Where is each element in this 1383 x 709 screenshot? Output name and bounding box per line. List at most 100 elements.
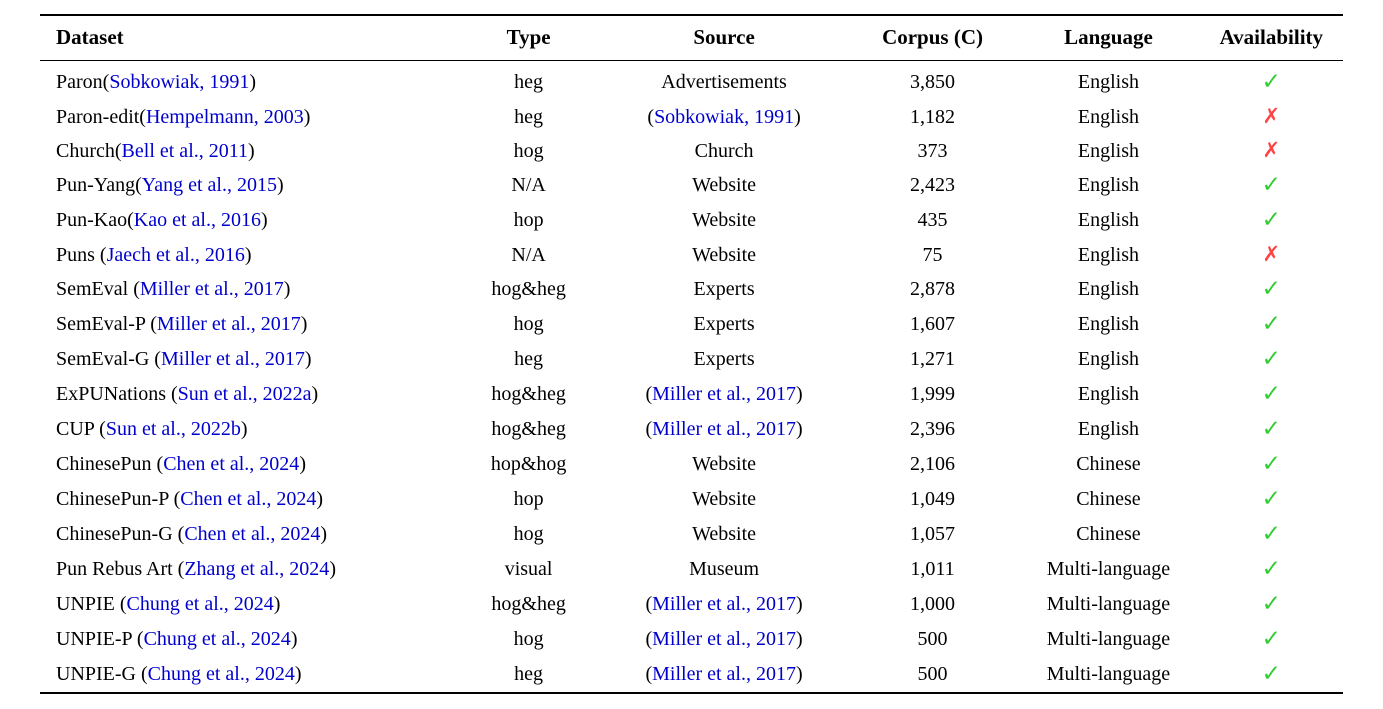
type-cell: hog&heg <box>457 272 600 307</box>
citation-link[interactable]: Miller et al., 2017 <box>139 278 284 300</box>
table-row: UNPIE-P (Chung et al., 2024) hog (Miller e… <box>40 622 1343 657</box>
citation-link[interactable]: Hempelmann, 2003 <box>145 105 304 128</box>
citation-link[interactable]: Chung et al., 2024 <box>143 628 291 650</box>
availability-cell: ✓ <box>1200 482 1343 517</box>
table-row: ChinesePun-P (Chen et al., 2024) hop Websi… <box>40 482 1343 517</box>
availability-cell: ✓ <box>1200 412 1343 447</box>
type-cell: N/A <box>457 238 600 272</box>
table-row: Puns (Jaech et al., 2016) N/A Website 75 Eng… <box>40 238 1343 272</box>
corpus-cell: 435 <box>848 203 1017 238</box>
citation-link[interactable]: Sobkowiak, 1991 <box>654 105 795 128</box>
cell-text: N/A <box>511 174 546 196</box>
citation-link[interactable]: Chung et al., 2024 <box>126 593 274 615</box>
citation-link[interactable]: Miller et al., 2017 <box>652 628 796 650</box>
dataset-cell: CUP (Sun et al., 2022b) <box>40 412 457 447</box>
table-row: ChinesePun-G (Chen et al., 2024) hog Websi… <box>40 517 1343 552</box>
corpus-cell: 75 <box>848 238 1017 272</box>
column-header-dataset: Dataset <box>56 25 124 49</box>
language-cell: Multi-language <box>1017 587 1199 622</box>
cell-text: 2,106 <box>910 453 956 475</box>
citation-link[interactable]: Chung et al., 2024 <box>147 663 295 685</box>
citation-link[interactable]: Kao et al., 2016 <box>133 209 261 231</box>
cell-text: English <box>1077 105 1139 128</box>
citation-link[interactable]: Chen et al., 2024 <box>184 523 321 545</box>
citation-link[interactable]: Sun et al., 2022a <box>177 383 312 405</box>
language-cell: Multi-language <box>1017 552 1199 587</box>
citation-link[interactable]: Sobkowiak, 1991 <box>109 71 250 93</box>
availability-cell: ✓ <box>1200 272 1343 307</box>
type-cell: hog <box>457 307 600 342</box>
citation-link[interactable]: Miller et al., 2017 <box>652 663 796 685</box>
type-cell: hog&heg <box>457 377 600 412</box>
source-cell: (Sobkowiak, 1991) <box>600 100 848 134</box>
column-header-language: Language <box>1064 25 1153 49</box>
cell-text: Website <box>692 174 757 196</box>
citation-link[interactable]: Zhang et al., 2024 <box>184 558 330 580</box>
citation-link[interactable]: Miller et al., 2017 <box>160 348 305 370</box>
dataset-cell: SemEval-G (Miller et al., 2017) <box>40 342 457 377</box>
cell-text: heg <box>514 71 544 93</box>
type-cell: hog&heg <box>457 587 600 622</box>
check-icon: ✓ <box>1261 416 1281 441</box>
cell-text: ) <box>240 418 248 440</box>
citation-link[interactable]: Miller et al., 2017 <box>652 383 796 405</box>
availability-cell: ✓ <box>1200 342 1343 377</box>
cell-text: ChinesePun ( <box>56 453 164 475</box>
type-cell: hog <box>457 622 600 657</box>
cell-text: Pun-Yang( <box>56 174 142 196</box>
citation-link[interactable]: Bell et al., 2011 <box>121 139 249 162</box>
cell-text: Chinese <box>1076 488 1141 510</box>
dataset-cell: SemEval (Miller et al., 2017) <box>40 272 457 307</box>
citation-link[interactable]: Miller et al., 2017 <box>652 593 796 615</box>
availability-cell: ✓ <box>1200 622 1343 657</box>
citation-link[interactable]: Yang et al., 2015 <box>141 174 277 196</box>
table-row: Pun-Yang(Yang et al., 2015) N/A Website 2,4… <box>40 168 1343 203</box>
cell-text: UNPIE ( <box>56 593 127 615</box>
cell-text: English <box>1077 243 1139 266</box>
cell-text: Website <box>692 243 757 266</box>
column-header-corpus: Corpus (C) <box>882 25 983 49</box>
cell-text: Experts <box>693 313 755 335</box>
citation-link[interactable]: Miller et al., 2017 <box>156 313 301 335</box>
cell-text: hog <box>513 628 544 650</box>
source-cell: Experts <box>600 342 848 377</box>
table-row: UNPIE (Chung et al., 2024) hog&heg (Miller… <box>40 587 1343 622</box>
type-cell: hop <box>457 203 600 238</box>
cell-text: Website <box>692 209 757 231</box>
cell-text: English <box>1077 174 1139 196</box>
type-cell: N/A <box>457 168 600 203</box>
citation-link[interactable]: Miller et al., 2017 <box>652 418 796 440</box>
table-row: ChinesePun (Chen et al., 2024) hop&hog Web… <box>40 447 1343 482</box>
cell-text: heg <box>514 663 544 685</box>
cell-text: Chinese <box>1076 523 1141 545</box>
dataset-cell: Paron-edit(Hempelmann, 2003) <box>40 100 457 134</box>
corpus-cell: 1,011 <box>848 552 1017 587</box>
cell-text: Chinese <box>1076 453 1141 475</box>
cell-text: ) <box>795 663 803 685</box>
citation-link[interactable]: Chen et al., 2024 <box>163 453 300 475</box>
cell-text: SemEval-P ( <box>56 313 157 335</box>
cell-text: Multi-language <box>1046 628 1171 650</box>
citation-link[interactable]: Jaech et al., 2016 <box>106 243 245 266</box>
source-cell: Advertisements <box>600 61 848 101</box>
cell-text: ) <box>795 628 803 650</box>
corpus-cell: 2,396 <box>848 412 1017 447</box>
citation-link[interactable]: Chen et al., 2024 <box>180 488 317 510</box>
cell-text: Pun Rebus Art ( <box>56 558 185 580</box>
cell-text: Museum <box>689 558 760 580</box>
table-row: ExPUNations (Sun et al., 2022a) hog&heg (M… <box>40 377 1343 412</box>
citation-link[interactable]: Sun et al., 2022b <box>105 418 241 440</box>
cell-text: 2,423 <box>910 174 956 196</box>
cell-text: 2,396 <box>910 418 956 440</box>
cell-text: ( <box>645 383 653 405</box>
cell-text: ( <box>645 593 653 615</box>
column-header-source: Source <box>693 25 755 49</box>
cell-text: 1,049 <box>910 488 956 510</box>
type-cell: heg <box>457 100 600 134</box>
availability-cell: ✓ <box>1200 587 1343 622</box>
cell-text: ) <box>300 313 308 335</box>
type-cell: hog <box>457 134 600 168</box>
cell-text: Church( <box>56 139 122 162</box>
table-row: Pun Rebus Art (Zhang et al., 2024) visual… <box>40 552 1343 587</box>
check-icon: ✓ <box>1261 451 1281 476</box>
